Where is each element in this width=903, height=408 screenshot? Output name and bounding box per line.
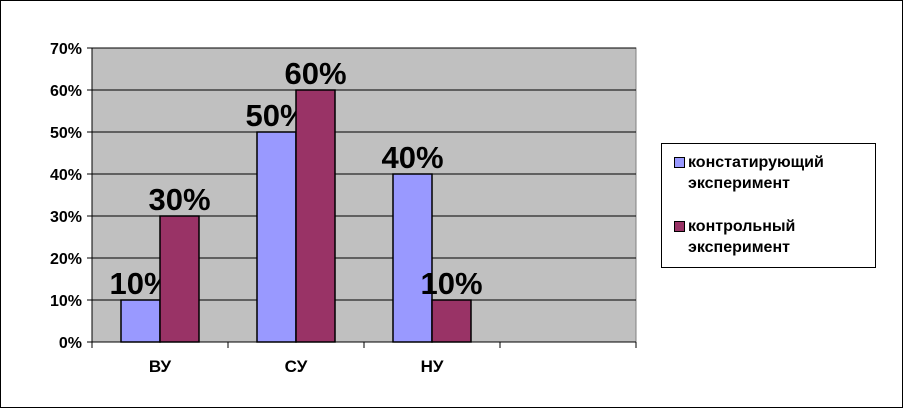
y-tick-label: 20% xyxy=(50,251,82,268)
bar-series-2 xyxy=(159,215,200,343)
legend-swatch-series-2 xyxy=(674,221,685,232)
legend-swatch-series-1 xyxy=(674,157,685,168)
y-tick-label: 10% xyxy=(50,293,82,310)
x-tick-label: СУ xyxy=(285,357,308,376)
bar-series-2 xyxy=(295,89,336,343)
y-tick-label: 60% xyxy=(50,83,82,100)
y-tick-label: 40% xyxy=(50,167,82,184)
y-tick-label: 0% xyxy=(59,335,82,352)
y-tick-label: 30% xyxy=(50,209,82,226)
x-tick-label: НУ xyxy=(421,357,444,376)
legend-label-series-1: констатирующий эксперимент xyxy=(688,154,824,192)
y-tick-label: 70% xyxy=(50,41,82,58)
data-label: 10% xyxy=(420,266,482,301)
y-tick-label: 50% xyxy=(50,125,82,142)
legend-label-series-2: контрольный эксперимент xyxy=(688,218,796,256)
bar-series-1 xyxy=(120,299,161,343)
data-label: 60% xyxy=(284,56,346,91)
x-tick-label: ВУ xyxy=(149,357,172,376)
bar-series-1 xyxy=(256,131,297,343)
bar-series-1 xyxy=(392,173,433,343)
chart-legend: констатирующий эксперимент контрольный э… xyxy=(661,143,876,268)
data-label: 30% xyxy=(148,182,210,217)
data-label: 40% xyxy=(381,140,443,175)
bar-series-2 xyxy=(431,299,472,343)
